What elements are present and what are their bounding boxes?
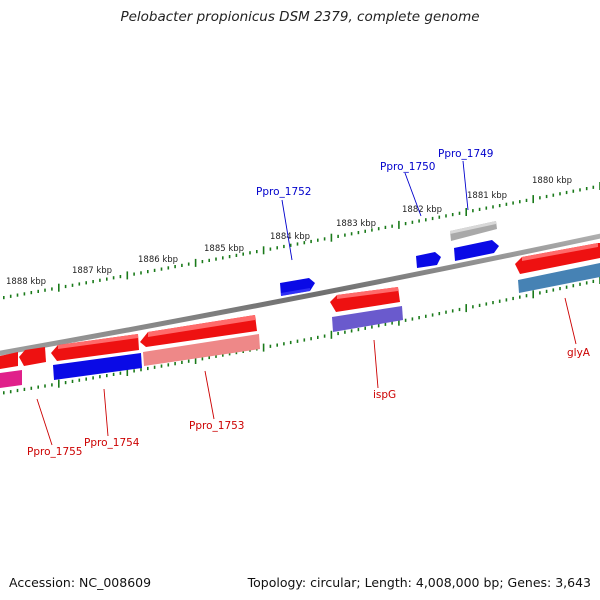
tick-label-1888: 1888 kbp — [6, 277, 46, 287]
genome-title: Pelobacter propionicus DSM 2379, complet… — [120, 9, 480, 25]
label-ppro-1753[interactable]: Ppro_1753 — [189, 420, 244, 432]
label-ppro-1750[interactable]: Ppro_1750 — [380, 161, 435, 173]
tick-label-1884: 1884 kbp — [270, 232, 310, 242]
label-ppro-1754[interactable]: Ppro_1754 — [84, 437, 140, 449]
gene-ispg[interactable] — [332, 306, 403, 332]
tick-labels: 1888 kbp 1887 kbp 1886 kbp 1885 kbp 1884… — [6, 176, 572, 287]
gene-red-glya[interactable] — [515, 243, 600, 274]
gene-red-1753a-shade — [148, 315, 255, 337]
genome-backbone — [0, 233, 600, 356]
gene-red-1754a-shade — [58, 334, 138, 349]
gene-labels: Ppro_1752 Ppro_1750 Ppro_1749 Ppro_1755 … — [27, 148, 591, 458]
gene-ppro-1749-shade — [450, 221, 496, 234]
gene-ppro-1750[interactable] — [416, 252, 441, 268]
accession-text: Accession: NC_008609 — [9, 575, 152, 590]
label-leaders — [36, 160, 577, 446]
tick-label-1883: 1883 kbp — [336, 219, 376, 229]
gene-magenta[interactable] — [0, 370, 22, 388]
tick-label-1880: 1880 kbp — [532, 176, 572, 186]
label-ppro-1752[interactable]: Ppro_1752 — [256, 186, 311, 198]
gene-red-ispg[interactable] — [330, 287, 400, 312]
tick-label-1887: 1887 kbp — [72, 266, 112, 276]
gene-ppro-1753[interactable] — [143, 334, 260, 366]
tick-label-1881: 1881 kbp — [467, 191, 507, 201]
gene-red-glya-shade — [522, 243, 598, 261]
label-ppro-1749[interactable]: Ppro_1749 — [438, 148, 493, 160]
gene-ppro-1754[interactable] — [53, 353, 142, 380]
gene-red-ispg-shade — [337, 287, 398, 299]
outer-scale — [2, 182, 600, 300]
gene-ppro-1752-shade — [281, 288, 310, 296]
inner-scale — [2, 276, 600, 395]
label-glya[interactable]: glyA — [567, 347, 591, 359]
gene-blue-1748[interactable] — [454, 240, 499, 261]
gene-glya[interactable] — [518, 263, 600, 293]
tick-label-1886: 1886 kbp — [138, 255, 178, 265]
gene-red-left-1[interactable] — [0, 352, 18, 369]
tick-label-1882: 1882 kbp — [402, 205, 442, 215]
topology-text: Topology: circular; Length: 4,008,000 bp… — [247, 575, 591, 590]
gene-ppro-1755[interactable] — [19, 347, 46, 366]
forward-genes — [280, 221, 499, 296]
label-ispg[interactable]: ispG — [373, 389, 396, 401]
tick-label-1885: 1885 kbp — [204, 244, 244, 254]
reverse-genes — [0, 243, 600, 388]
label-ppro-1755[interactable]: Ppro_1755 — [27, 446, 82, 458]
